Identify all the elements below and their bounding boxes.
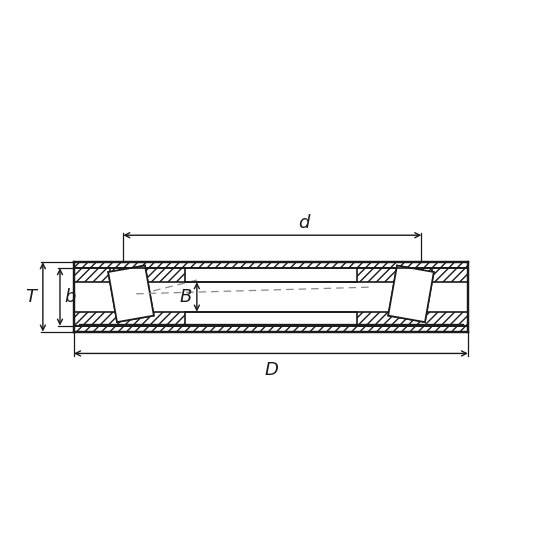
Text: B: B [179, 288, 192, 306]
Polygon shape [109, 268, 119, 276]
FancyArrowPatch shape [195, 283, 199, 310]
Polygon shape [388, 266, 434, 322]
Polygon shape [388, 266, 434, 322]
Polygon shape [74, 326, 468, 332]
Polygon shape [108, 266, 154, 322]
FancyArrowPatch shape [125, 233, 420, 238]
Polygon shape [357, 268, 468, 282]
FancyArrowPatch shape [40, 264, 46, 330]
Text: D: D [264, 360, 278, 379]
Polygon shape [74, 312, 185, 326]
Polygon shape [74, 262, 468, 268]
Polygon shape [185, 282, 357, 312]
Polygon shape [108, 266, 154, 322]
FancyArrowPatch shape [57, 270, 62, 324]
Text: d: d [298, 214, 309, 231]
Text: T: T [25, 288, 36, 306]
FancyArrowPatch shape [75, 351, 467, 356]
Polygon shape [357, 312, 468, 326]
Polygon shape [423, 268, 433, 276]
Polygon shape [74, 268, 185, 282]
Text: b: b [64, 288, 75, 306]
